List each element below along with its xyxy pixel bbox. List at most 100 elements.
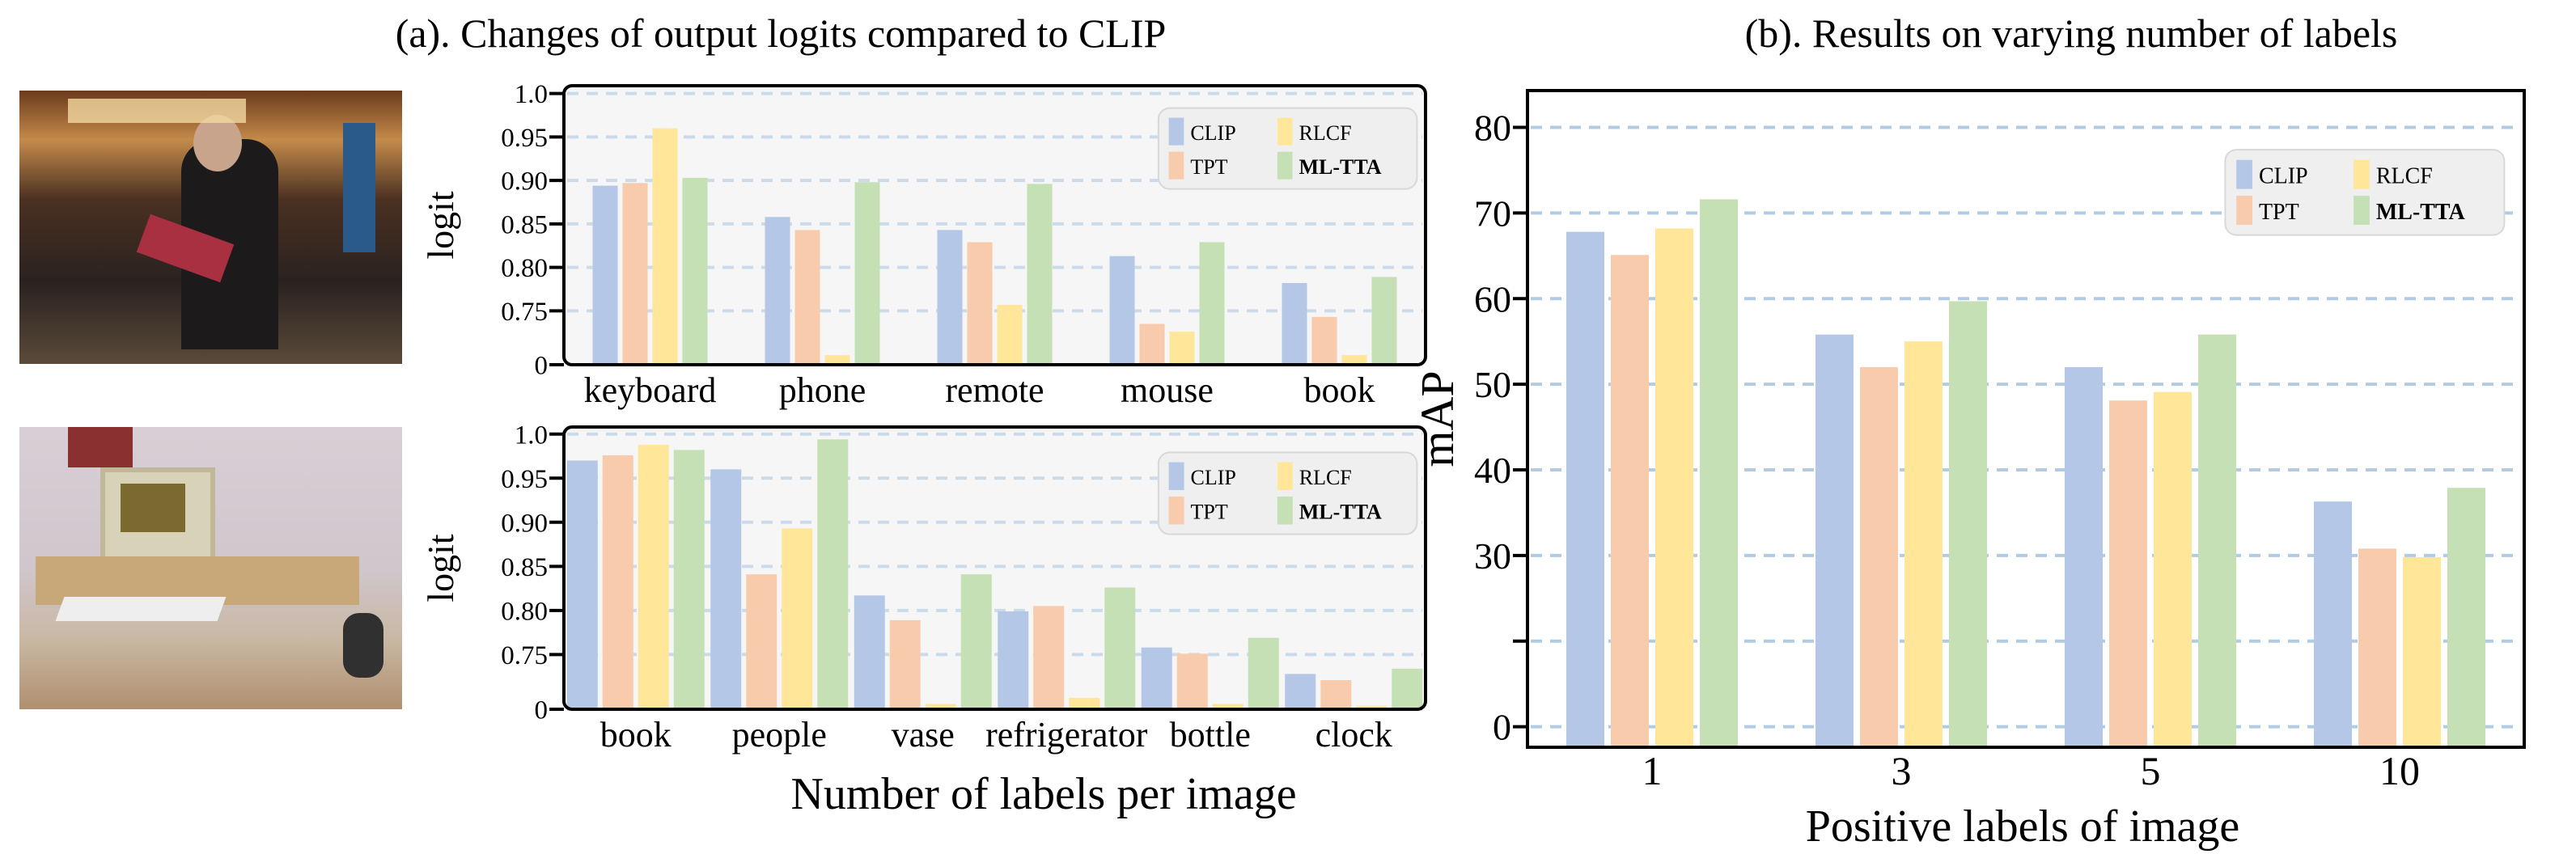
bar-ml-tta-1	[1700, 199, 1738, 747]
legend-label-ml-tta: ML-TTA	[1299, 155, 1382, 179]
bar-rlcf-clock	[1356, 705, 1388, 709]
legend: CLIP TPT RLCF ML-TTA	[1157, 107, 1418, 190]
y-tick-label: 0	[535, 352, 549, 381]
bar-ml-tta-people	[817, 439, 849, 709]
plot-frame	[562, 84, 1427, 366]
bar-rlcf-3	[1904, 341, 1943, 747]
legend-label-rlcf: RLCF	[1299, 466, 1352, 489]
panel-b-title: (b). Results on varying number of labels	[1745, 11, 2398, 56]
bar-tpt-book	[602, 454, 633, 709]
x-tick-label: 3	[1892, 748, 1912, 793]
legend-swatch-rlcf	[1277, 117, 1293, 146]
plot-frame	[1526, 89, 2526, 749]
x-tick-label: remote	[945, 370, 1044, 410]
bar-clip-5	[2065, 366, 2103, 747]
bar-clip-keyboard	[592, 185, 618, 365]
legend-label-tpt: TPT	[1190, 155, 1227, 179]
bar-rlcf-phone	[824, 355, 850, 365]
x-tick-label: keyboard	[584, 370, 717, 410]
chart-0: 0 0.75 0.80 0.85 0.90 0.95 1.0 keyboard phone rem…	[420, 80, 1427, 410]
x-tick-label: mouse	[1121, 370, 1214, 410]
legend-swatch-ml-tta	[2354, 196, 2370, 225]
y-tick-label: 0	[1493, 707, 1511, 748]
x-tick-label: clock	[1316, 715, 1392, 755]
legend-swatch-ml-tta	[1277, 151, 1293, 180]
bar-ml-tta-remote	[1027, 184, 1053, 365]
bar-rlcf-10	[2403, 556, 2441, 747]
legend-swatch-clip	[1168, 117, 1184, 146]
bar-clip-phone	[765, 217, 790, 365]
bar-rlcf-refrigerator	[1069, 697, 1100, 709]
bar-tpt-people	[746, 574, 777, 709]
bar-rlcf-keyboard	[652, 128, 678, 365]
bar-rlcf-1	[1655, 228, 1693, 747]
legend-swatch-tpt	[2236, 196, 2252, 225]
legend-swatch-clip	[1168, 462, 1184, 490]
bar-rlcf-people	[782, 528, 813, 709]
y-tick-label: 0.90	[501, 167, 548, 197]
bar-ml-tta-3	[1949, 301, 1987, 747]
bar-rlcf-mouse	[1169, 332, 1195, 365]
x-tick-label: book	[1304, 370, 1375, 410]
bar-rlcf-5	[2154, 391, 2192, 747]
y-tick-label: 30	[1474, 535, 1511, 577]
bar-ml-tta-keyboard	[682, 177, 708, 365]
legend-label-tpt: TPT	[1191, 501, 1228, 524]
bar-ml-tta-10	[2447, 488, 2485, 747]
x-tick-label: phone	[779, 370, 866, 410]
bar-rlcf-book	[638, 444, 669, 709]
bar-rlcf-book	[1341, 355, 1367, 365]
legend-swatch-rlcf	[1277, 462, 1293, 490]
bar-clip-bottle	[1141, 647, 1172, 709]
bar-clip-1	[1566, 231, 1604, 748]
y-tick-label: 0	[535, 696, 549, 725]
bar-clip-remote	[937, 230, 963, 365]
bar-rlcf-remote	[997, 304, 1023, 365]
y-tick-label: 50	[1474, 364, 1511, 405]
legend-label-rlcf: RLCF	[1299, 121, 1352, 145]
bar-tpt-phone	[794, 230, 820, 365]
y-axis-label: logit	[420, 534, 461, 602]
x-tick-label: people	[732, 715, 827, 755]
bar-ml-tta-5	[2198, 334, 2236, 747]
y-tick-label: 1.0	[515, 421, 548, 450]
bar-tpt-keyboard	[622, 183, 648, 365]
x-axis-label: Number of labels per image	[790, 769, 1296, 819]
legend-label-clip: CLIP	[2259, 163, 2308, 188]
bar-ml-tta-book	[673, 450, 705, 709]
y-tick-label: 0.75	[501, 298, 548, 327]
chart-2: 0 30 40 50 60 70 80 1 3 5 10 mAP Positive labels of …	[1411, 89, 2526, 852]
example-image-man-reading	[19, 91, 402, 364]
x-tick-label: 10	[2379, 748, 2420, 793]
bar-ml-tta-phone	[854, 182, 880, 365]
bar-rlcf-bottle	[1212, 704, 1244, 709]
y-tick-label: 60	[1474, 278, 1511, 319]
bar-tpt-mouse	[1139, 323, 1165, 365]
bar-clip-book	[566, 460, 598, 709]
bar-tpt-5	[2109, 400, 2147, 747]
bar-ml-tta-book	[1371, 277, 1397, 365]
x-tick-label: 1	[1642, 748, 1663, 793]
bar-tpt-bottle	[1176, 653, 1208, 709]
bar-clip-people	[710, 469, 742, 709]
bar-tpt-book	[1311, 316, 1337, 365]
bar-clip-3	[1815, 334, 1854, 747]
legend-swatch-ml-tta	[1277, 497, 1293, 525]
y-tick-label: 0.90	[501, 509, 548, 538]
legend-label-rlcf: RLCF	[2376, 163, 2433, 188]
y-tick-label: 70	[1474, 192, 1511, 234]
y-tick-label: 0.95	[501, 465, 548, 494]
legend-label-ml-tta: ML-TTA	[2376, 200, 2466, 225]
x-tick-label: 5	[2141, 748, 2161, 793]
x-tick-label: bottle	[1170, 715, 1251, 755]
panel-a-title: (a). Changes of output logits compared t…	[396, 11, 1167, 56]
x-tick-label: refrigerator	[985, 715, 1148, 755]
legend-swatch-clip	[2236, 159, 2252, 189]
x-axis-label: Positive labels of image	[1806, 801, 2240, 852]
bar-tpt-vase	[889, 619, 921, 709]
bar-tpt-3	[1860, 366, 1898, 747]
y-tick-label: 0.95	[501, 124, 548, 153]
bar-clip-mouse	[1109, 256, 1135, 365]
legend-label-clip: CLIP	[1191, 466, 1236, 489]
